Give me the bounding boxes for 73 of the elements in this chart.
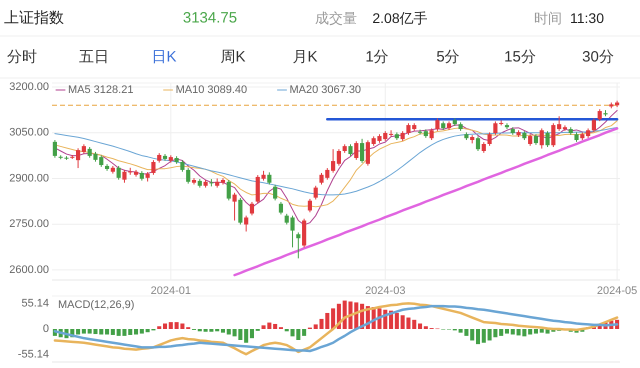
- line-series: [233, 127, 618, 276]
- candlestick: [226, 179, 231, 201]
- candlestick: [336, 148, 341, 166]
- x-tick-label: 2024-01: [150, 285, 192, 297]
- text: 1分: [365, 48, 389, 66]
- candlestick: [273, 184, 278, 201]
- text: 15分: [504, 48, 536, 66]
- text: 月K: [292, 48, 318, 66]
- y-tick-label: 2750.00: [9, 218, 49, 230]
- candlestick: [400, 130, 405, 142]
- text: 时间: [534, 10, 562, 26]
- bar: [262, 325, 266, 329]
- legend-label: MA20 3067.30: [290, 84, 362, 96]
- candlestick: [314, 185, 318, 200]
- y-tick-label: 3200.00: [9, 80, 49, 93]
- candlestick: [598, 108, 602, 122]
- candlestick: [296, 232, 300, 259]
- candlestick: [82, 144, 86, 154]
- text: 30分: [582, 48, 614, 66]
- text: 日K: [151, 48, 177, 66]
- candlestick: [267, 172, 272, 186]
- y-tick-label: 3050.00: [9, 126, 49, 139]
- legend-label: MA10 3089.40: [176, 84, 248, 96]
- candlestick: [348, 144, 353, 156]
- bar: [319, 318, 324, 329]
- chart-title: 上证指数: [4, 10, 64, 26]
- text: 周K: [220, 48, 246, 66]
- text: 11:30: [570, 10, 604, 26]
- candlestick: [574, 132, 579, 142]
- candlestick: [476, 136, 480, 152]
- candlestick: [435, 118, 440, 132]
- text: 2.08亿手: [372, 10, 428, 26]
- y-tick-label: -55.14: [18, 348, 49, 360]
- candlestick: [540, 128, 544, 150]
- candlestick: [151, 160, 156, 176]
- candlestick: [146, 172, 150, 182]
- candlestick: [157, 152, 162, 164]
- candlestick: [238, 197, 242, 225]
- candlestick: [534, 134, 538, 146]
- bar: [476, 329, 480, 344]
- candlestick: [140, 170, 144, 182]
- candlestick: [180, 160, 184, 172]
- x-tick-label: 2024-03: [365, 285, 406, 297]
- candlestick: [116, 165, 121, 180]
- text: 分时: [7, 48, 37, 66]
- y-tick-label: 0: [42, 323, 49, 335]
- candlestick: [482, 142, 486, 154]
- candlestick: [360, 138, 364, 164]
- y-tick-label: 2900.00: [9, 172, 49, 184]
- candlestick: [430, 128, 434, 141]
- legend-label: MA5 3128.21: [68, 84, 134, 96]
- chart-title: MACD(12,26,9): [58, 299, 134, 311]
- y-tick-label: 55.14: [21, 298, 49, 310]
- text: 成交量: [315, 10, 357, 26]
- candlestick: [250, 201, 254, 216]
- x-tick-label: 2024-05: [596, 285, 638, 297]
- candlestick: [308, 198, 312, 213]
- y-tick-label: 2600.00: [9, 264, 49, 276]
- text: 3134.75: [182, 10, 238, 26]
- candlestick: [186, 168, 190, 184]
- candlestick: [488, 132, 492, 146]
- candlestick: [52, 140, 57, 158]
- candlestick: [244, 215, 248, 232]
- candlestick: [354, 140, 358, 160]
- candlestick: [278, 201, 284, 215]
- candlestick: [528, 134, 532, 146]
- candlestick: [545, 130, 550, 148]
- candlestick: [209, 178, 214, 187]
- candlestick: [592, 118, 596, 133]
- text: 五日: [79, 48, 109, 66]
- line-series: [54, 110, 618, 226]
- text: 5分: [436, 48, 460, 66]
- candlestick: [232, 192, 237, 222]
